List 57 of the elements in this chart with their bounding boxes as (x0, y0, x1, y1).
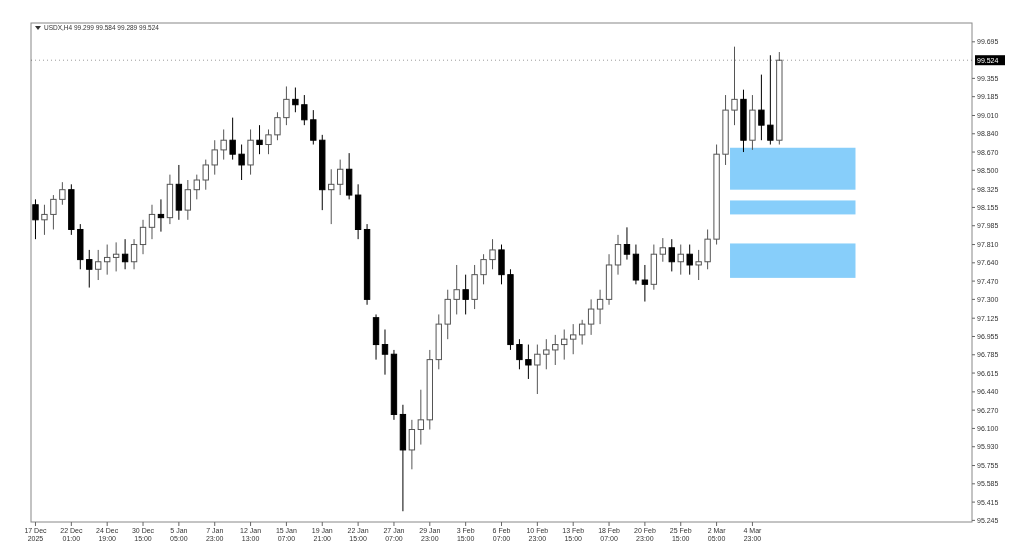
candlestick (220, 128, 227, 161)
candlestick (256, 124, 263, 155)
candlestick (103, 244, 111, 276)
candlestick (659, 237, 666, 263)
candlestick (417, 389, 425, 446)
candlestick (121, 238, 129, 270)
candlestick (623, 226, 631, 261)
candlestick (614, 234, 622, 276)
candlestick (211, 139, 218, 176)
candlestick (552, 334, 559, 366)
candlestick (587, 298, 595, 336)
candlestick (301, 94, 308, 126)
candlestick (596, 289, 604, 325)
candlestick (516, 338, 523, 370)
candlestick (41, 204, 48, 236)
candlestick (570, 323, 577, 355)
candlestick (184, 179, 192, 221)
candlestick (328, 168, 335, 225)
candlestick (283, 85, 290, 126)
candlestick (148, 204, 156, 240)
candlestick (238, 144, 245, 181)
candlestick (534, 344, 541, 395)
candlestick (731, 46, 738, 126)
candlestick (578, 319, 586, 346)
candlestick (525, 344, 532, 380)
candlestick (265, 128, 272, 155)
candlestick (86, 249, 93, 289)
candlestick (50, 194, 57, 230)
candlestick (112, 241, 120, 272)
candlestick (480, 253, 487, 285)
candlestick (543, 338, 550, 370)
candlestick (139, 219, 147, 255)
candlestick (292, 87, 299, 113)
candlestick (453, 264, 460, 315)
candlestick (202, 159, 209, 191)
candlestick (686, 244, 693, 276)
candlestick (59, 181, 66, 206)
candlestick (641, 264, 649, 303)
candlestick (32, 198, 39, 240)
candlestick (668, 238, 675, 272)
candlestick (489, 238, 496, 270)
candlestick (310, 109, 317, 146)
candlestick (229, 117, 236, 161)
candlestick (462, 274, 469, 315)
candlestick (337, 159, 344, 196)
candlestick (561, 329, 568, 361)
candlestick (408, 419, 416, 470)
candlestick (274, 111, 281, 141)
candlestick (381, 329, 389, 376)
candlestick (695, 249, 702, 281)
candlestick (704, 228, 711, 270)
candlestick (130, 238, 138, 270)
candlestick (157, 198, 165, 233)
candlestick (95, 249, 102, 281)
candlestick (758, 74, 765, 141)
candlestick (193, 174, 200, 200)
candlestick (677, 244, 684, 276)
